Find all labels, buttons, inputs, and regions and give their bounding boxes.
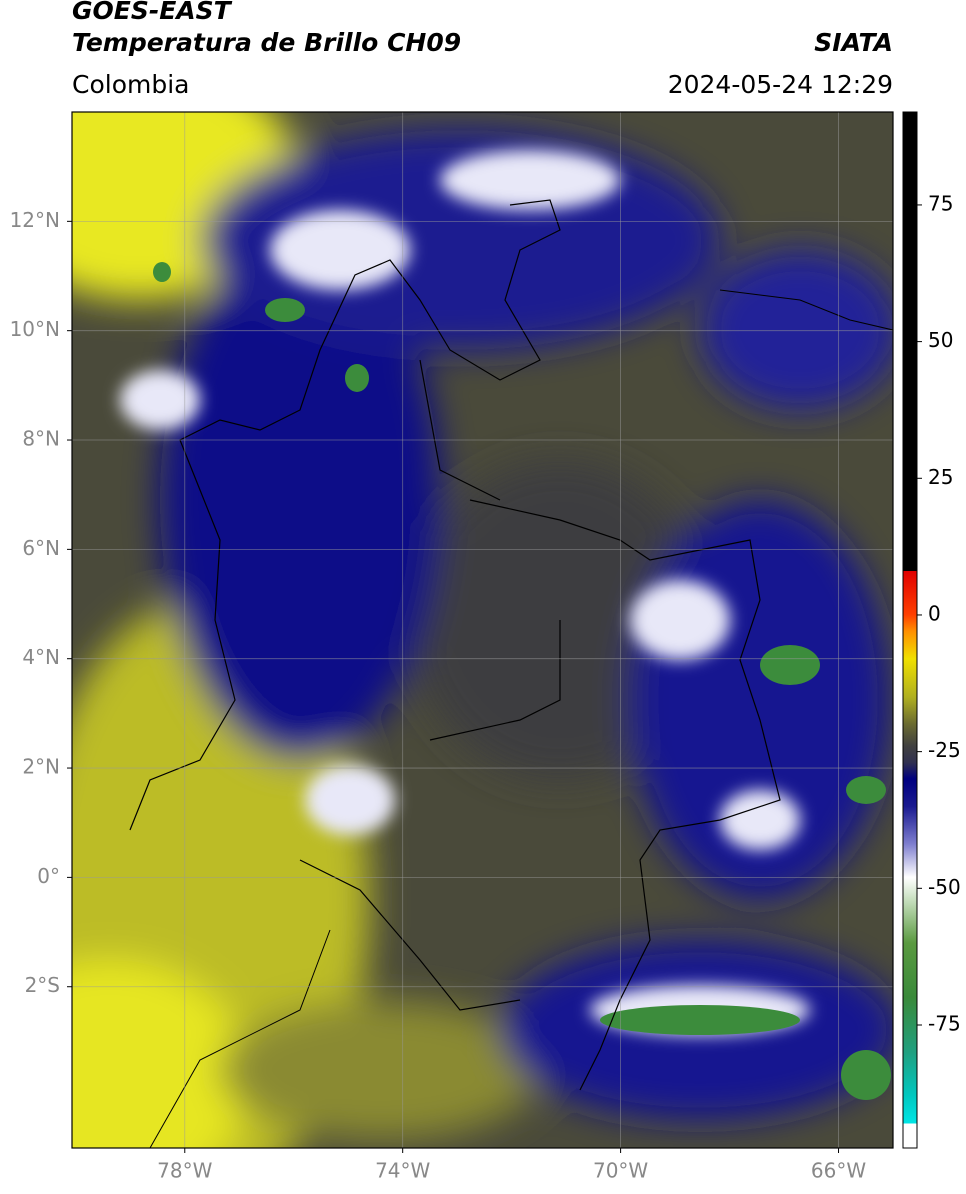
region: Colombia [72, 70, 189, 99]
y-tick-label: 2°N [22, 755, 60, 779]
colorbar-tick-label: -75 [928, 1011, 961, 1035]
title: GOES-EAST [72, 0, 233, 25]
graticule [72, 112, 893, 1148]
y-tick-label: 0° [37, 864, 60, 888]
source: SIATA [814, 28, 893, 57]
y-tick-label: 8°N [22, 427, 60, 451]
y-tick-label: 10°N [10, 317, 60, 341]
y-tick-label: 2°S [25, 973, 60, 997]
colorbar-tick-label: 75 [928, 191, 953, 215]
colorbar-tick-label: 0 [928, 601, 941, 625]
y-tick-label: 6°N [22, 536, 60, 560]
colorbar-tick-label: -25 [928, 738, 961, 762]
map-frame [71, 111, 894, 1149]
datetime: 2024-05-24 12:29 [668, 70, 893, 99]
colorbar-tick-label: -50 [928, 875, 961, 899]
x-tick-label: 74°W [375, 1159, 430, 1183]
colorbar-frame [902, 111, 918, 1149]
y-tick-label: 4°N [22, 645, 60, 669]
x-tick-label: 70°W [593, 1159, 648, 1183]
subtitle: Temperatura de Brillo CH09 [72, 28, 461, 57]
satellite-image [72, 112, 893, 1148]
y-tick-label: 12°N [10, 208, 60, 232]
x-tick-label: 78°W [157, 1159, 212, 1183]
colorbar-tick-label: 25 [928, 465, 953, 489]
x-tick-label: 66°W [811, 1159, 866, 1183]
colorbar-tick-label: 50 [928, 328, 953, 352]
colorbar [903, 112, 917, 1148]
